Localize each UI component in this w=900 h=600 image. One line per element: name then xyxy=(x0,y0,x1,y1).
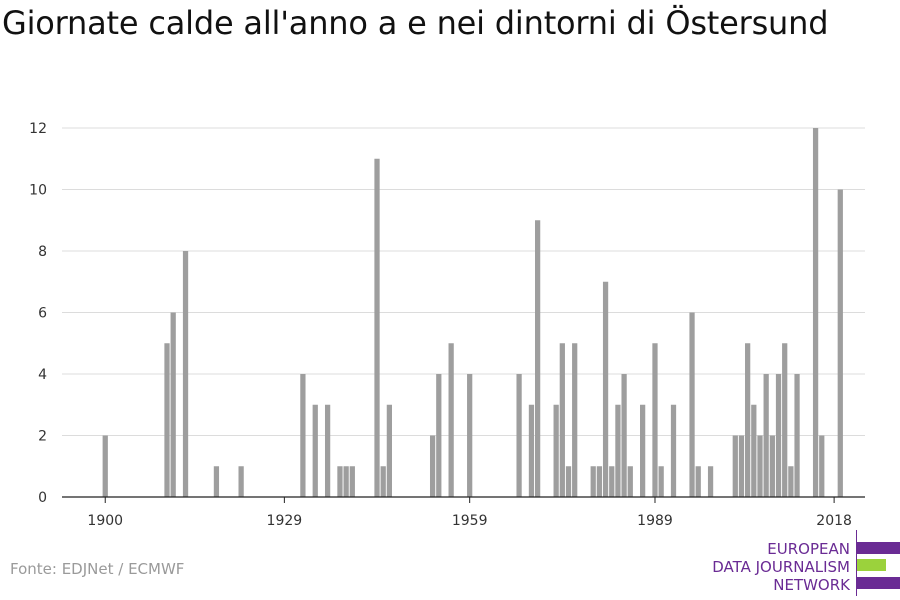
bar xyxy=(640,404,646,497)
y-axis-ticks: 0 2 4 6 8 10 12 xyxy=(29,121,47,506)
bar xyxy=(467,374,473,497)
logo-line-1: EUROPEAN xyxy=(767,540,850,558)
logo-divider xyxy=(856,530,857,596)
bar xyxy=(751,404,757,497)
edjnet-logo: EUROPEAN DATA JOURNALISM NETWORK xyxy=(700,530,900,596)
bar xyxy=(374,158,380,497)
bar xyxy=(324,404,331,497)
bar xyxy=(448,343,454,497)
bar xyxy=(658,466,664,497)
bar xyxy=(349,466,355,497)
bar xyxy=(707,466,714,497)
source-note: Fonte: EDJNet / ECMWF xyxy=(10,560,185,578)
bar xyxy=(763,374,769,497)
bar xyxy=(528,404,535,497)
bar xyxy=(769,435,775,497)
y-tick-label: 8 xyxy=(38,244,47,260)
bar xyxy=(812,128,819,497)
x-tick-label: 2018 xyxy=(816,513,852,529)
bar xyxy=(794,374,800,497)
bar xyxy=(621,374,627,497)
logo-line-2: DATA JOURNALISM xyxy=(712,558,850,576)
bar xyxy=(565,466,572,497)
bar xyxy=(182,251,189,497)
bar xyxy=(738,435,745,497)
chart-title: Giornate calde all'anno a e nei dintorni… xyxy=(2,4,829,42)
y-tick-label: 10 xyxy=(29,183,47,199)
bar xyxy=(572,343,578,497)
bar xyxy=(837,189,843,497)
bar xyxy=(213,466,220,497)
bar xyxy=(429,435,436,497)
x-tick-label: 1959 xyxy=(452,513,488,529)
x-axis-ticks: 1900 1929 1959 1989 2018 xyxy=(87,497,852,529)
bar xyxy=(238,466,244,497)
x-tick-label: 1989 xyxy=(637,513,673,529)
logo-bar-middle xyxy=(856,559,886,571)
bar xyxy=(732,435,738,497)
bar xyxy=(300,374,306,497)
bar xyxy=(745,343,751,497)
bar xyxy=(312,404,318,497)
bar xyxy=(343,466,349,497)
bar xyxy=(819,435,825,497)
bar xyxy=(627,466,633,497)
bars xyxy=(102,128,843,497)
bar xyxy=(782,343,788,497)
bar xyxy=(170,312,176,497)
logo-bar-top xyxy=(856,542,900,554)
y-tick-label: 0 xyxy=(38,490,47,506)
logo-line-3: NETWORK xyxy=(773,576,850,594)
bar xyxy=(436,374,442,497)
bar xyxy=(775,374,782,497)
bar xyxy=(516,374,522,497)
bar xyxy=(590,466,596,497)
bar xyxy=(695,466,701,497)
bar xyxy=(164,343,170,497)
bar xyxy=(652,343,658,497)
bar xyxy=(757,435,763,497)
y-tick-label: 2 xyxy=(38,429,47,445)
grid-lines xyxy=(62,127,865,436)
bar xyxy=(602,281,609,497)
y-tick-label: 4 xyxy=(38,367,47,383)
bar xyxy=(380,466,386,497)
bar xyxy=(689,312,695,497)
bar xyxy=(553,404,559,497)
bar xyxy=(534,220,541,497)
bar xyxy=(615,404,621,497)
bar xyxy=(559,343,565,497)
y-tick-label: 12 xyxy=(29,121,47,137)
x-tick-label: 1929 xyxy=(267,513,303,529)
y-tick-label: 6 xyxy=(38,306,47,322)
bar xyxy=(102,435,108,497)
bar xyxy=(609,466,615,497)
bar xyxy=(788,466,794,497)
bar xyxy=(596,466,603,497)
logo-bar-bottom xyxy=(856,577,900,589)
x-tick-label: 1900 xyxy=(87,513,123,529)
bar xyxy=(670,404,677,497)
bar xyxy=(337,466,343,497)
bar-chart: 0 2 4 6 8 10 12 1900 1929 1959 1989 2018 xyxy=(29,121,865,529)
bar xyxy=(386,404,393,497)
